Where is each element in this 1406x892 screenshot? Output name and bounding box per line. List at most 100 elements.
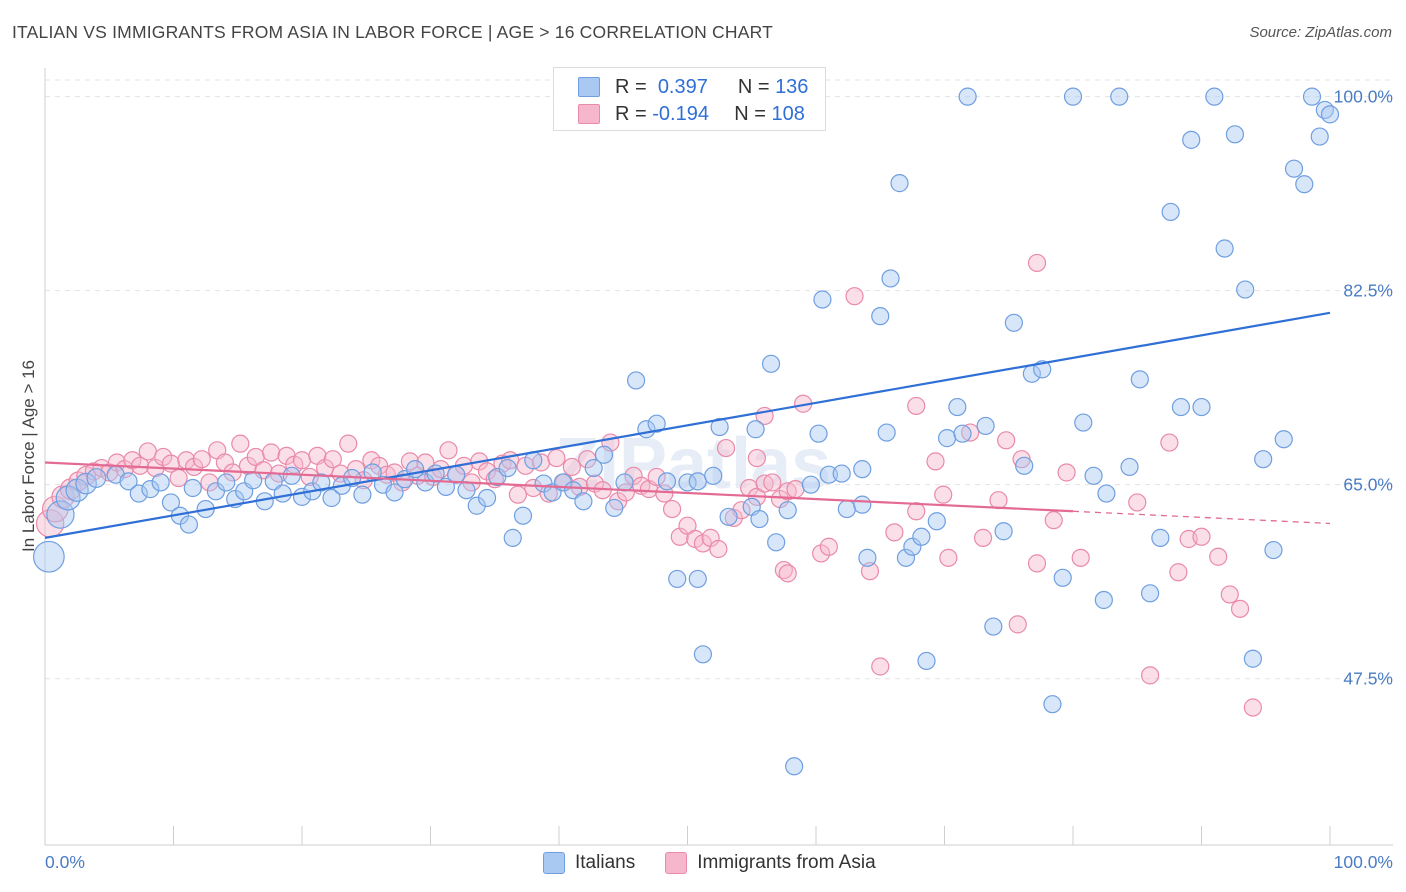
italians-point (688, 569, 707, 589)
asia-point (819, 537, 838, 556)
asia-point (439, 441, 458, 460)
asia-point (747, 448, 766, 468)
italians-point (809, 424, 828, 443)
italians-point (55, 485, 81, 511)
italians-point (564, 481, 583, 500)
legend-r-value-italians: 0.397 (657, 75, 708, 98)
asia-trend-extension (1072, 510, 1331, 525)
legend-r-label: R = (615, 102, 647, 125)
y-axis-title: In Labor Force | Age > 16 (19, 360, 38, 552)
asia-point (926, 452, 945, 471)
italians-point (498, 458, 517, 478)
asia-point (961, 423, 980, 442)
legend-item-asia[interactable]: Immigrants from Asia (665, 852, 876, 874)
asia-point (562, 457, 581, 477)
italians-point (948, 397, 967, 417)
italians-point (746, 420, 765, 439)
italians-point (477, 488, 497, 508)
chart-title: ITALIAN VS IMMIGRANTS FROM ASIA IN LABOR… (12, 22, 774, 42)
italians-point (1302, 87, 1322, 106)
asia-point (778, 564, 797, 583)
italians-point (813, 290, 832, 309)
italians-point (1015, 456, 1034, 475)
italians-point (693, 645, 713, 664)
italians-point (141, 480, 160, 499)
italians-point (1284, 159, 1304, 178)
series-legend: Italians Immigrants from Asia (543, 852, 906, 874)
asia-point (300, 467, 319, 487)
legend-n-label: N = (737, 75, 770, 98)
italians-point (917, 651, 936, 671)
asia-point (1071, 548, 1090, 567)
italians-point (896, 548, 916, 567)
italians-point (129, 484, 148, 503)
italians-point (832, 464, 851, 483)
asia-point (578, 450, 597, 469)
legend-swatch-blue (578, 77, 600, 97)
asia-point (907, 396, 926, 416)
italians-point (594, 445, 614, 464)
stats-legend: R = 0.397 N = 136 R = -0.194 N = 108 (553, 67, 826, 131)
italians-point (1254, 450, 1273, 469)
italians-point (503, 528, 522, 547)
italians-point (244, 471, 263, 490)
italians-point (984, 617, 1003, 636)
italians-point (937, 429, 957, 448)
italians-point (1004, 313, 1023, 332)
italians-point (312, 473, 331, 492)
asia-point (1243, 698, 1263, 717)
italians-point (1274, 430, 1293, 449)
italians-point (767, 533, 786, 552)
italians-point (151, 473, 170, 492)
italians-points (32, 87, 1340, 776)
italians-point (1033, 360, 1052, 379)
italians-point (32, 540, 65, 573)
italians-point (1120, 457, 1139, 477)
asia-point (624, 466, 643, 485)
italians-point (853, 460, 872, 479)
italians-point (704, 466, 723, 485)
source-label: Source: ZipAtlas.com (1249, 24, 1392, 41)
asia-point (997, 431, 1016, 450)
italians-point (1151, 528, 1170, 547)
italians-point (881, 269, 900, 288)
italians-point (976, 416, 995, 436)
asia-point (339, 434, 358, 453)
italians-point (819, 465, 838, 484)
y-tick-label: 82.5% (1343, 281, 1393, 301)
asia-point (934, 485, 953, 504)
italians-point (1215, 239, 1234, 258)
asia-point (871, 657, 890, 676)
italians-point (657, 472, 677, 491)
asia-point (138, 442, 157, 461)
italians-point (890, 174, 909, 193)
italians-point (1243, 649, 1263, 668)
italians-point (457, 481, 476, 500)
asia-point (547, 448, 566, 468)
legend-r-label: R = (615, 75, 647, 98)
italians-point (912, 527, 931, 546)
asia-point (845, 287, 864, 306)
italians-point (903, 537, 922, 556)
asia-point (1230, 599, 1250, 618)
italians-point (837, 499, 856, 519)
x-tick-marks (44, 826, 1331, 845)
italians-point (688, 472, 707, 491)
legend-swatch-pink (578, 104, 600, 124)
asia-point (885, 523, 904, 542)
italians-point (1074, 413, 1093, 432)
italians-point (385, 483, 404, 502)
asia-point (716, 438, 736, 458)
asia-swatch (665, 852, 688, 874)
asia-point (973, 528, 993, 547)
asia-point (262, 443, 281, 462)
italians-point (353, 485, 372, 504)
legend-item-italians[interactable]: Italians (543, 852, 635, 874)
italians-point (1084, 466, 1103, 485)
italians-point (1192, 397, 1211, 417)
x-tick-label-max: 100.0% (1334, 852, 1393, 872)
asia-point (939, 548, 958, 567)
italians-point (119, 472, 138, 491)
italians-label: Italians (575, 852, 636, 873)
